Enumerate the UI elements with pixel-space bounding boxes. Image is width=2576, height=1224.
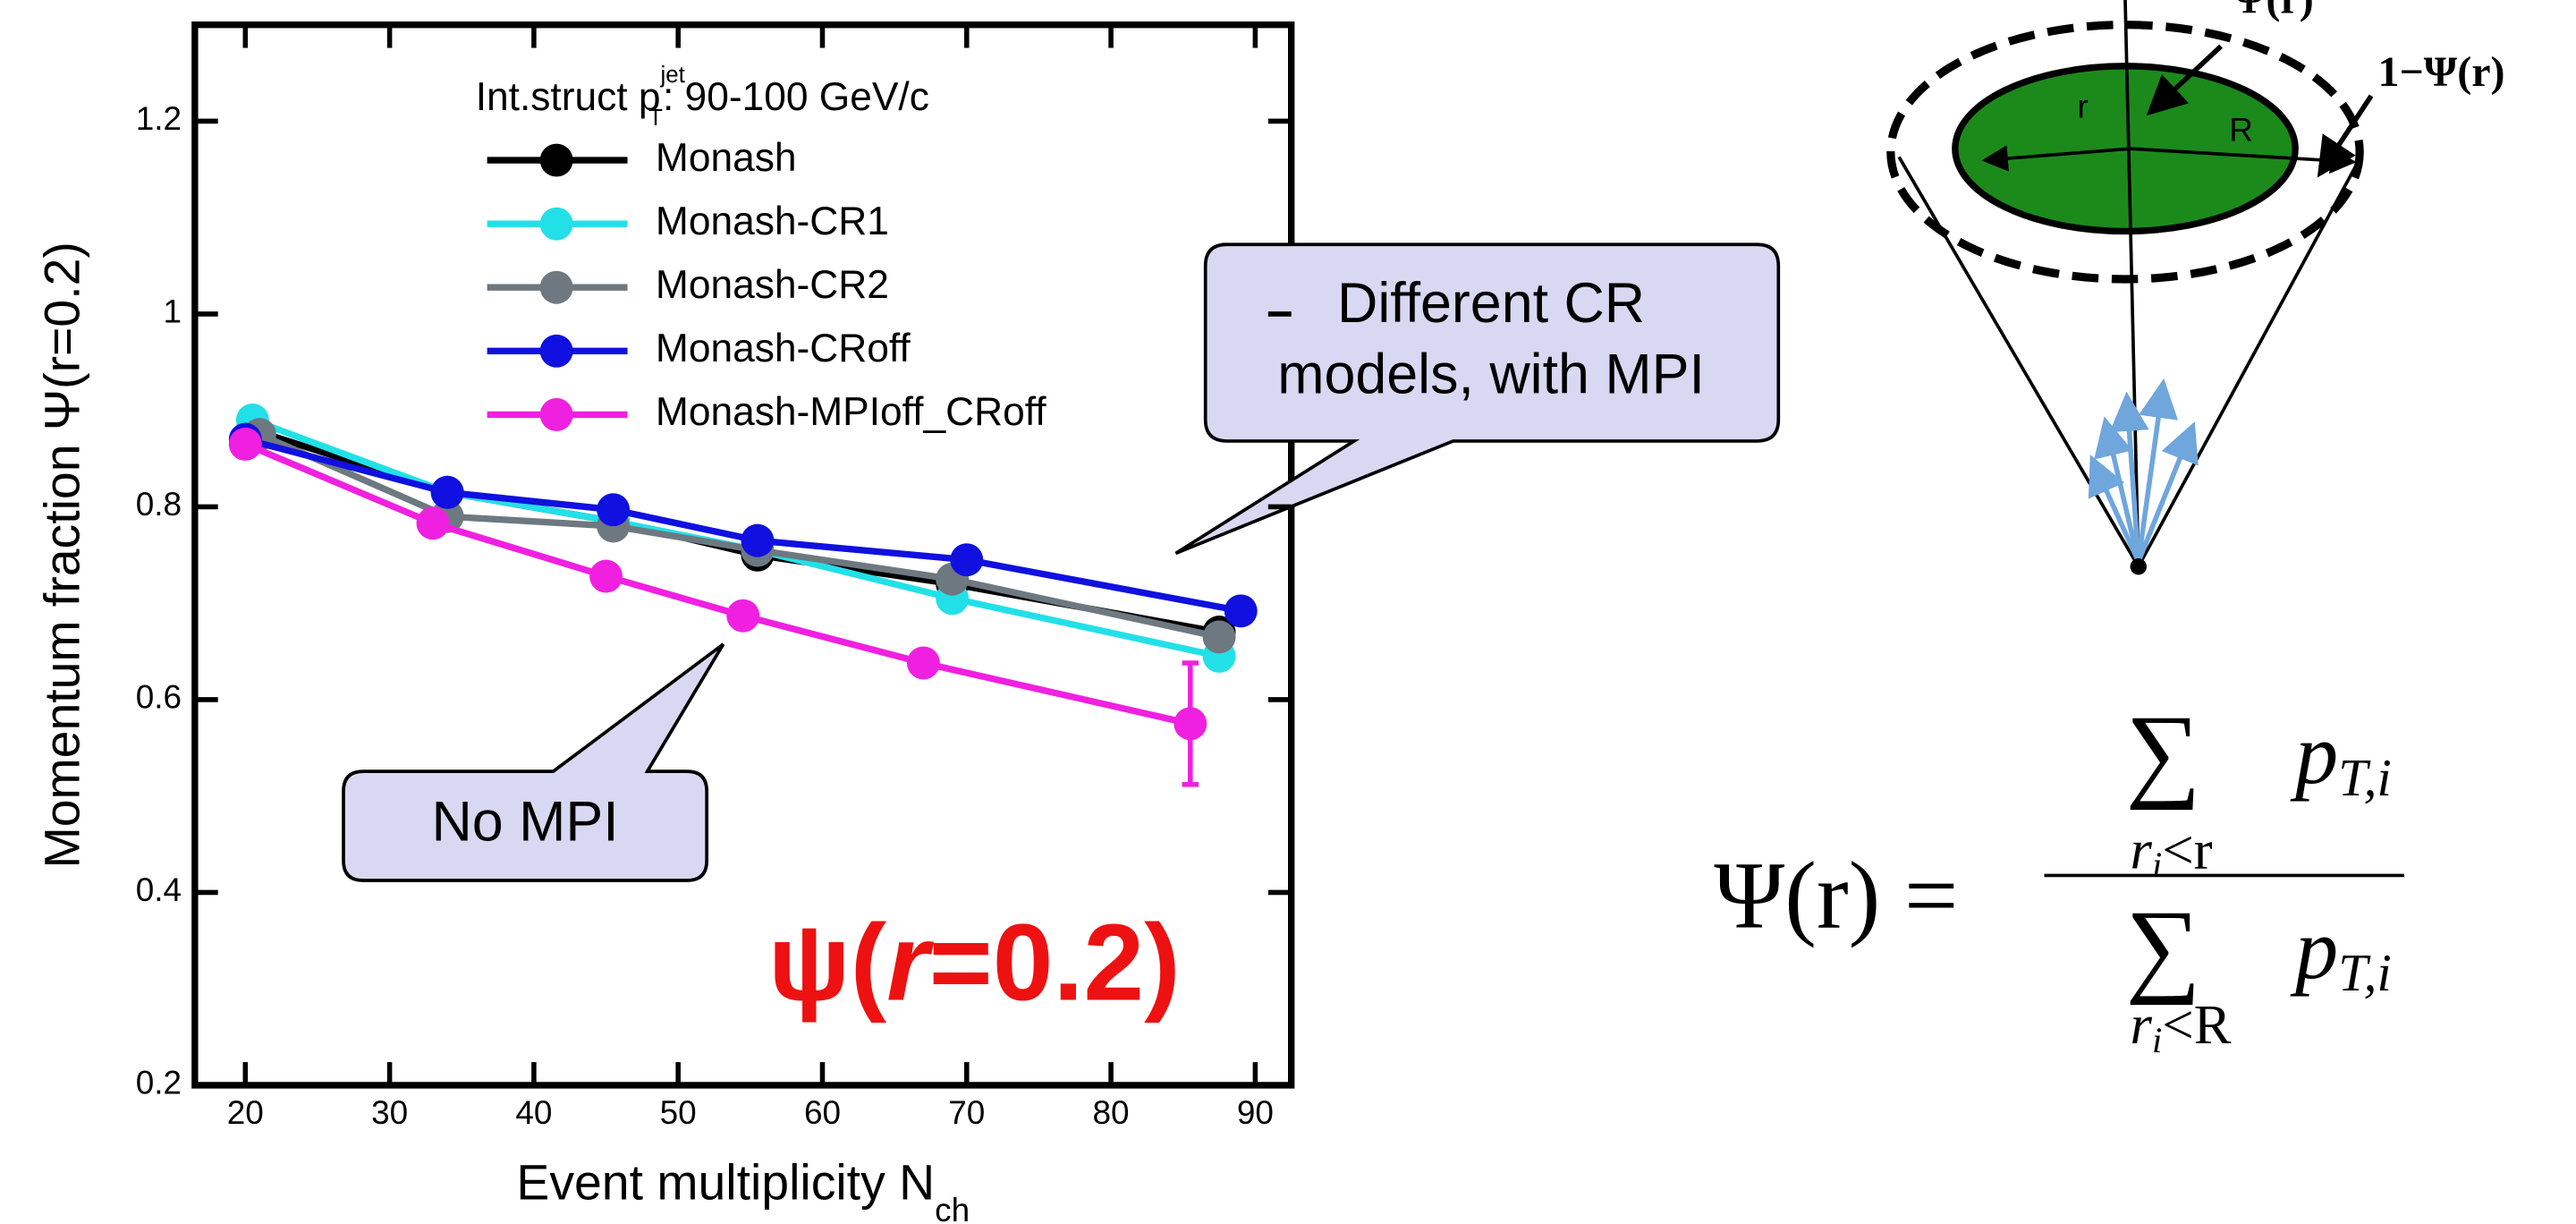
index: r	[2131, 819, 2153, 881]
legend-title-sup: jet	[660, 63, 685, 88]
y-tick-label: 0.6	[136, 679, 182, 716]
big-r-label: R	[2229, 111, 2253, 148]
legend-label: Monash-CRoff	[656, 327, 911, 370]
data-point	[597, 493, 631, 527]
x-tick-label: 70	[948, 1094, 985, 1131]
legend-swatch	[539, 334, 573, 368]
formula: Ψ(r) = ∑ ri<r pT,i ∑ ri<R pT,i	[1714, 693, 2404, 1060]
legend-swatch	[539, 143, 573, 177]
callout-box	[1174, 242, 1781, 556]
psi-annotation: ψ(r=0.2)	[768, 902, 1181, 1024]
data-point	[950, 543, 984, 577]
x-tick-label: 20	[227, 1094, 264, 1131]
legend-label: Monash-MPIoff_CRoff	[656, 390, 1046, 434]
term-symbol: p	[2290, 706, 2338, 802]
y-tick-label: 1.2	[136, 100, 182, 137]
cone-apex	[2130, 558, 2147, 575]
psi-part: ψ(	[768, 902, 887, 1024]
sum-index: ri<r	[2131, 819, 2213, 886]
particle-arrow	[2136, 421, 2199, 563]
index-sub: i	[2152, 845, 2162, 885]
y-tick-label: 0.8	[136, 486, 182, 523]
pointer-arrow	[2146, 44, 2223, 116]
data-point	[416, 506, 450, 540]
y-tick-label: 1	[164, 293, 182, 330]
particle-arrows	[2088, 378, 2199, 563]
condition: <R	[2162, 993, 2231, 1056]
particle-arrow	[2136, 378, 2179, 563]
jet-axis	[2123, 0, 2140, 567]
x-tick-label: 50	[660, 1094, 697, 1131]
data-point	[1224, 594, 1258, 628]
x-axis-label: Event multiplicity Nch	[516, 1154, 970, 1224]
legend-label: Monash-CR2	[656, 263, 889, 307]
particle-arrow	[2088, 455, 2141, 563]
index-sub: i	[2152, 1020, 2162, 1060]
term: pT,i	[2290, 706, 2392, 807]
term-sub: T,i	[2338, 748, 2392, 807]
condition: <r	[2162, 819, 2212, 881]
y-axis-label: Momentum fraction Ψ(r=0.2)	[34, 242, 89, 868]
y-tick-label: 0.4	[136, 871, 182, 908]
r-label: r	[2077, 89, 2088, 125]
callout-text: Different CR	[1337, 272, 1645, 335]
x-tick-label: 40	[515, 1094, 552, 1131]
callout-text: No MPI	[431, 791, 618, 854]
pointer-arrow	[2317, 94, 2374, 178]
x-axis-label-sub: ch	[935, 1192, 970, 1224]
x-tick-label: 30	[371, 1094, 408, 1131]
callout-box	[342, 642, 725, 882]
x-axis-label-text: Event multiplicity N	[516, 1154, 935, 1210]
plot-frame	[191, 21, 1295, 1089]
outer-cone-ellipse	[1886, 21, 2364, 284]
psi-part: r	[886, 902, 934, 1024]
sum-symbol: ∑	[2125, 888, 2200, 1006]
radius-arrow	[1981, 145, 2131, 172]
jet-cone-diagram: r R Ψ(r) 1−Ψ(r)	[1886, 0, 2505, 575]
legend-swatch	[539, 397, 573, 431]
data-point	[726, 599, 760, 633]
legend-title: Int.struct pjet T: 90-100 GeV/c	[476, 63, 929, 131]
data-point	[1174, 707, 1208, 741]
term-symbol: p	[2290, 901, 2338, 997]
data-point	[906, 646, 940, 680]
legend-title-sub: T	[648, 106, 663, 131]
data-point	[228, 427, 262, 461]
chart: Int.struct pjet T: 90-100 GeV/c Event mul…	[34, 21, 1781, 1224]
data-point	[1202, 620, 1236, 654]
x-tick-label: 80	[1093, 1094, 1130, 1131]
term-sub: T,i	[2338, 942, 2392, 1001]
series-line	[244, 436, 1241, 615]
index: r	[2131, 993, 2153, 1056]
data-point	[589, 559, 623, 593]
particle-arrow	[2094, 416, 2141, 563]
sum-symbol: ∑	[2125, 693, 2200, 811]
particle-arrow	[2109, 391, 2149, 562]
x-tick-label: 90	[1237, 1094, 1274, 1131]
psi-part: =0.2)	[929, 902, 1181, 1024]
sum-index: ri<R	[2131, 993, 2232, 1060]
radius-arrow	[2130, 147, 2357, 174]
formula-lhs: Ψ(r) =	[1714, 843, 1958, 948]
legend-swatch	[539, 207, 573, 241]
series-line	[258, 431, 1220, 641]
series-line	[243, 440, 1191, 727]
cone-edge	[2137, 161, 2360, 568]
one-minus-psi-label: 1−Ψ(r)	[2377, 48, 2504, 96]
legend-title-suffix: : 90-100 GeV/c	[663, 74, 929, 118]
term: pT,i	[2290, 901, 2392, 1002]
callout-text: models, with MPI	[1277, 343, 1705, 405]
legend-title-text: Int.struct p	[476, 74, 661, 118]
psi-label: Ψ(r)	[2233, 0, 2314, 23]
legend-swatch	[539, 270, 573, 304]
x-tick-label: 60	[804, 1094, 841, 1131]
data-point	[430, 475, 464, 509]
y-tick-label: 0.2	[136, 1065, 182, 1101]
legend-label: Monash-CR1	[656, 200, 889, 243]
data-point	[741, 523, 775, 557]
legend-label: Monash	[656, 136, 797, 180]
